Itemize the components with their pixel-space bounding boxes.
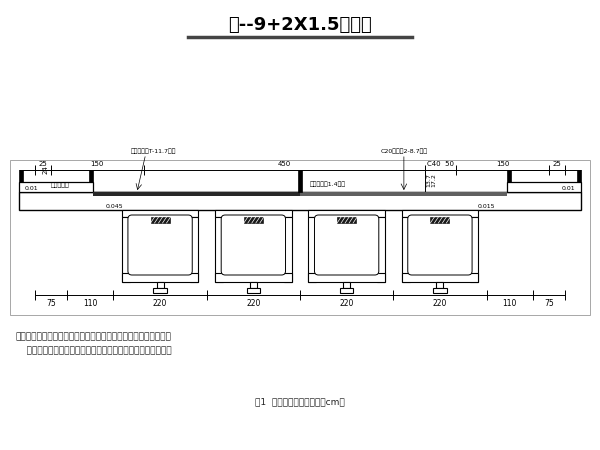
- Bar: [19, 170, 23, 182]
- Text: 0.01: 0.01: [562, 186, 575, 191]
- Bar: [402, 217, 410, 282]
- Bar: [430, 217, 449, 223]
- Text: 220: 220: [153, 299, 167, 308]
- Text: 净--9+2X1.5人行道: 净--9+2X1.5人行道: [228, 16, 372, 34]
- Text: 75: 75: [544, 299, 554, 308]
- Bar: [19, 182, 93, 192]
- Text: 17.2: 17.2: [432, 173, 437, 187]
- Bar: [10, 160, 590, 315]
- FancyBboxPatch shape: [221, 215, 286, 275]
- Text: 150: 150: [496, 161, 509, 167]
- Bar: [300, 192, 507, 196]
- Text: 0.015: 0.015: [478, 204, 495, 209]
- Text: 60: 60: [155, 240, 165, 249]
- Text: 0.045: 0.045: [105, 204, 123, 209]
- FancyBboxPatch shape: [128, 215, 192, 275]
- Text: 防水混凝土T-11.7厘米: 防水混凝土T-11.7厘米: [131, 148, 176, 154]
- Bar: [250, 282, 257, 288]
- Bar: [308, 217, 316, 282]
- Bar: [343, 282, 350, 288]
- Text: 风洗混凝土: 风洗混凝土: [50, 182, 69, 188]
- Bar: [402, 273, 478, 282]
- Bar: [89, 170, 93, 182]
- Bar: [470, 217, 478, 282]
- Bar: [122, 273, 198, 282]
- Text: 220: 220: [246, 299, 260, 308]
- Bar: [340, 288, 353, 293]
- Text: C20混凝土2-8.7厘米: C20混凝土2-8.7厘米: [380, 148, 427, 154]
- Text: 13.7: 13.7: [427, 173, 432, 187]
- Bar: [507, 170, 511, 182]
- Text: 450: 450: [278, 161, 291, 167]
- Bar: [244, 217, 263, 223]
- Text: 220: 220: [340, 299, 354, 308]
- Bar: [436, 282, 443, 288]
- Bar: [151, 217, 170, 223]
- Text: 220: 220: [433, 299, 447, 308]
- Text: 25: 25: [38, 161, 47, 167]
- Text: 图1  桥梁横断面图（单位：cm）: 图1 桥梁横断面图（单位：cm）: [255, 397, 345, 406]
- FancyBboxPatch shape: [314, 215, 379, 275]
- Bar: [308, 273, 385, 282]
- Bar: [215, 210, 292, 217]
- Bar: [298, 170, 302, 192]
- Text: 沥青混凝土1.4厘米: 沥青混凝土1.4厘米: [310, 181, 346, 187]
- Bar: [153, 288, 167, 293]
- Bar: [215, 273, 292, 282]
- Bar: [308, 210, 385, 217]
- Bar: [284, 217, 292, 282]
- Bar: [157, 282, 164, 288]
- Bar: [19, 192, 581, 210]
- Bar: [377, 217, 385, 282]
- Text: 学号为双号的做沥青混凝土桥面方案（按右半幅断面布置）。: 学号为双号的做沥青混凝土桥面方案（按右半幅断面布置）。: [15, 346, 172, 355]
- Bar: [190, 217, 198, 282]
- FancyBboxPatch shape: [408, 215, 472, 275]
- Text: C40  50: C40 50: [427, 161, 454, 167]
- Bar: [402, 210, 478, 217]
- Bar: [122, 217, 130, 282]
- Text: 110: 110: [503, 299, 517, 308]
- Bar: [93, 192, 300, 196]
- Bar: [433, 288, 447, 293]
- Text: 24: 24: [43, 166, 49, 174]
- Bar: [337, 217, 356, 223]
- Bar: [215, 217, 223, 282]
- Text: 0.01: 0.01: [25, 186, 38, 191]
- Text: 75: 75: [46, 299, 56, 308]
- Text: 25: 25: [553, 161, 562, 167]
- Bar: [122, 210, 198, 217]
- Bar: [577, 170, 581, 182]
- Text: 150: 150: [91, 161, 104, 167]
- Bar: [507, 182, 581, 192]
- Text: 110: 110: [83, 299, 97, 308]
- Text: 注：学号为单号的做水泥混凝土桥面方案（按左半幅断面布置）；: 注：学号为单号的做水泥混凝土桥面方案（按左半幅断面布置）；: [15, 332, 171, 341]
- Bar: [247, 288, 260, 293]
